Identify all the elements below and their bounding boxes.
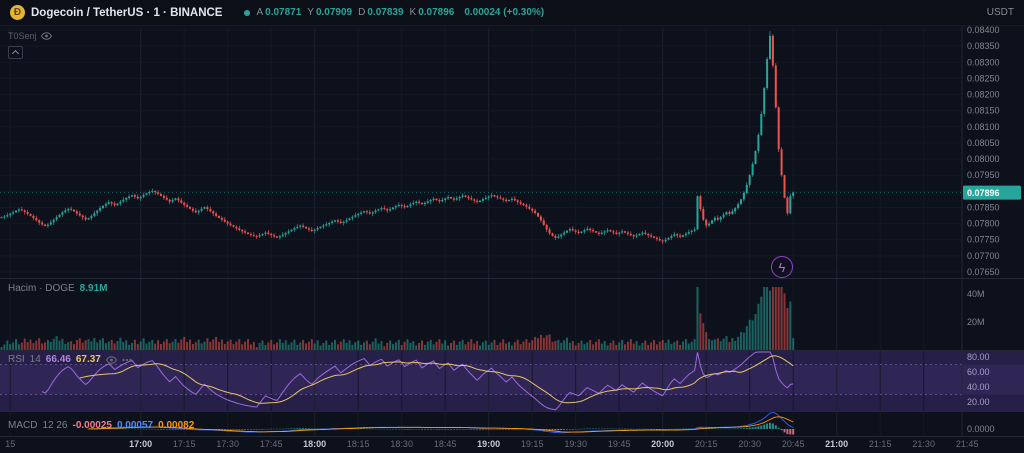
svg-text:21:15: 21:15 — [869, 439, 892, 449]
svg-text:19:45: 19:45 — [608, 439, 631, 449]
open-label: A — [256, 7, 264, 18]
eye-icon[interactable] — [105, 356, 117, 364]
svg-text:40.00: 40.00 — [967, 382, 990, 392]
svg-text:17:15: 17:15 — [173, 439, 196, 449]
low-label: D — [358, 7, 366, 18]
svg-text:20:45: 20:45 — [782, 439, 805, 449]
more-options-icon[interactable] — [122, 358, 132, 362]
rsi-ma-value: 67.37 — [75, 354, 101, 365]
rsi-label: RSI — [8, 354, 25, 365]
svg-text:60.00: 60.00 — [967, 367, 990, 377]
svg-text:0.07896: 0.07896 — [967, 188, 1000, 198]
volume-value: 8.91M — [79, 283, 108, 294]
svg-text:40M: 40M — [967, 289, 985, 299]
chart-canvas[interactable]: 0.08400 0.08350 0.08300 0.08250 0.08200 0.081… — [0, 26, 1024, 453]
svg-text:19:00: 19:00 — [477, 439, 500, 449]
low-value: 0.07839 — [367, 7, 404, 18]
svg-text:0.08200: 0.08200 — [967, 90, 1000, 100]
svg-text:18:45: 18:45 — [434, 439, 457, 449]
doge-icon: Ð — [10, 5, 25, 20]
svg-text:0.08150: 0.08150 — [967, 106, 1000, 116]
chart-region: 0.08400 0.08350 0.08300 0.08250 0.08200 0.081… — [0, 26, 1024, 453]
macd-line-value: 0.00057 — [116, 420, 154, 431]
svg-text:0.07700: 0.07700 — [967, 251, 1000, 261]
svg-text:18:15: 18:15 — [347, 439, 370, 449]
ohlc-high: Y 0.07909 — [307, 7, 352, 18]
close-label: K — [409, 7, 417, 18]
svg-text:80.00: 80.00 — [967, 352, 990, 362]
svg-text:0.08350: 0.08350 — [967, 41, 1000, 51]
svg-text:0.08250: 0.08250 — [967, 73, 1000, 83]
svg-text:20:00: 20:00 — [651, 439, 674, 449]
svg-text:0.07750: 0.07750 — [967, 235, 1000, 245]
high-value: 0.07909 — [315, 7, 353, 18]
lightning-icon: ϟ — [778, 259, 786, 275]
ohlc-open: A 0.07871 — [256, 7, 301, 18]
svg-text:20:15: 20:15 — [695, 439, 718, 449]
rsi-legend[interactable]: RSI 14 66.46 67.37 — [8, 354, 132, 366]
macd-label: MACD — [8, 420, 38, 431]
svg-text:0.07800: 0.07800 — [967, 219, 1000, 229]
volume-label: Hacim · DOGE — [8, 283, 75, 294]
svg-text:0.07950: 0.07950 — [967, 170, 1000, 180]
svg-text:17:00: 17:00 — [129, 439, 152, 449]
svg-text:17:30: 17:30 — [216, 439, 239, 449]
svg-text:0.08300: 0.08300 — [967, 57, 1000, 67]
macd-signal-value: 0.00082 — [158, 420, 195, 431]
close-value: 0.07896 — [418, 7, 455, 18]
macd-params: 12 26 — [42, 420, 68, 431]
svg-text:0.08050: 0.08050 — [967, 138, 1000, 148]
svg-text:18:00: 18:00 — [303, 439, 326, 449]
svg-text:20.00: 20.00 — [967, 397, 990, 407]
svg-text:21:45: 21:45 — [956, 439, 979, 449]
svg-text:21:00: 21:00 — [825, 439, 848, 449]
rsi-value: 66.46 — [45, 354, 71, 365]
svg-text:0.0000: 0.0000 — [967, 424, 995, 434]
macd-legend[interactable]: MACD 12 26 -0.00025 0.00057 0.00082 — [8, 420, 194, 432]
svg-text:0.07650: 0.07650 — [967, 267, 1000, 277]
price-change: 0.00024 (+0.30%) — [464, 7, 545, 18]
open-value: 0.07871 — [265, 7, 302, 18]
svg-text:19:15: 19:15 — [521, 439, 544, 449]
watermark-text: T0Senj — [8, 31, 37, 41]
svg-text:21:30: 21:30 — [912, 439, 935, 449]
svg-text:0.08000: 0.08000 — [967, 154, 1000, 164]
svg-text:17:45: 17:45 — [260, 439, 283, 449]
eye-icon[interactable] — [40, 32, 52, 40]
svg-text:19:30: 19:30 — [564, 439, 587, 449]
quick-trade-button[interactable]: ϟ — [771, 256, 793, 278]
svg-text:20M: 20M — [967, 317, 985, 327]
svg-text:20:30: 20:30 — [738, 439, 761, 449]
symbol-title[interactable]: Dogecoin / TetherUS · 1 · BINANCE — [31, 6, 223, 19]
ohlc-close: K 0.07896 — [410, 7, 455, 18]
collapse-pane-button[interactable] — [8, 46, 23, 59]
svg-text:0.08100: 0.08100 — [967, 122, 1000, 132]
chevron-up-icon — [11, 49, 20, 58]
rsi-params: 14 — [29, 354, 41, 365]
macd-hist-value: -0.00025 — [72, 420, 112, 431]
svg-text:18:30: 18:30 — [390, 439, 413, 449]
svg-text:0.07850: 0.07850 — [967, 202, 1000, 212]
status-dot — [244, 9, 251, 16]
toolbar: Ð Dogecoin / TetherUS · 1 · BINANCE A 0.… — [0, 0, 1024, 26]
axis-currency-toggle[interactable]: USDT — [986, 7, 1014, 18]
volume-legend[interactable]: Hacim · DOGE 8.91M — [8, 283, 107, 295]
high-label: Y — [307, 7, 314, 18]
svg-text:0.08400: 0.08400 — [967, 26, 1000, 35]
watermark: T0Senj — [8, 30, 52, 42]
ohlc-low: D 0.07839 — [358, 7, 403, 18]
svg-text:15: 15 — [5, 439, 15, 449]
